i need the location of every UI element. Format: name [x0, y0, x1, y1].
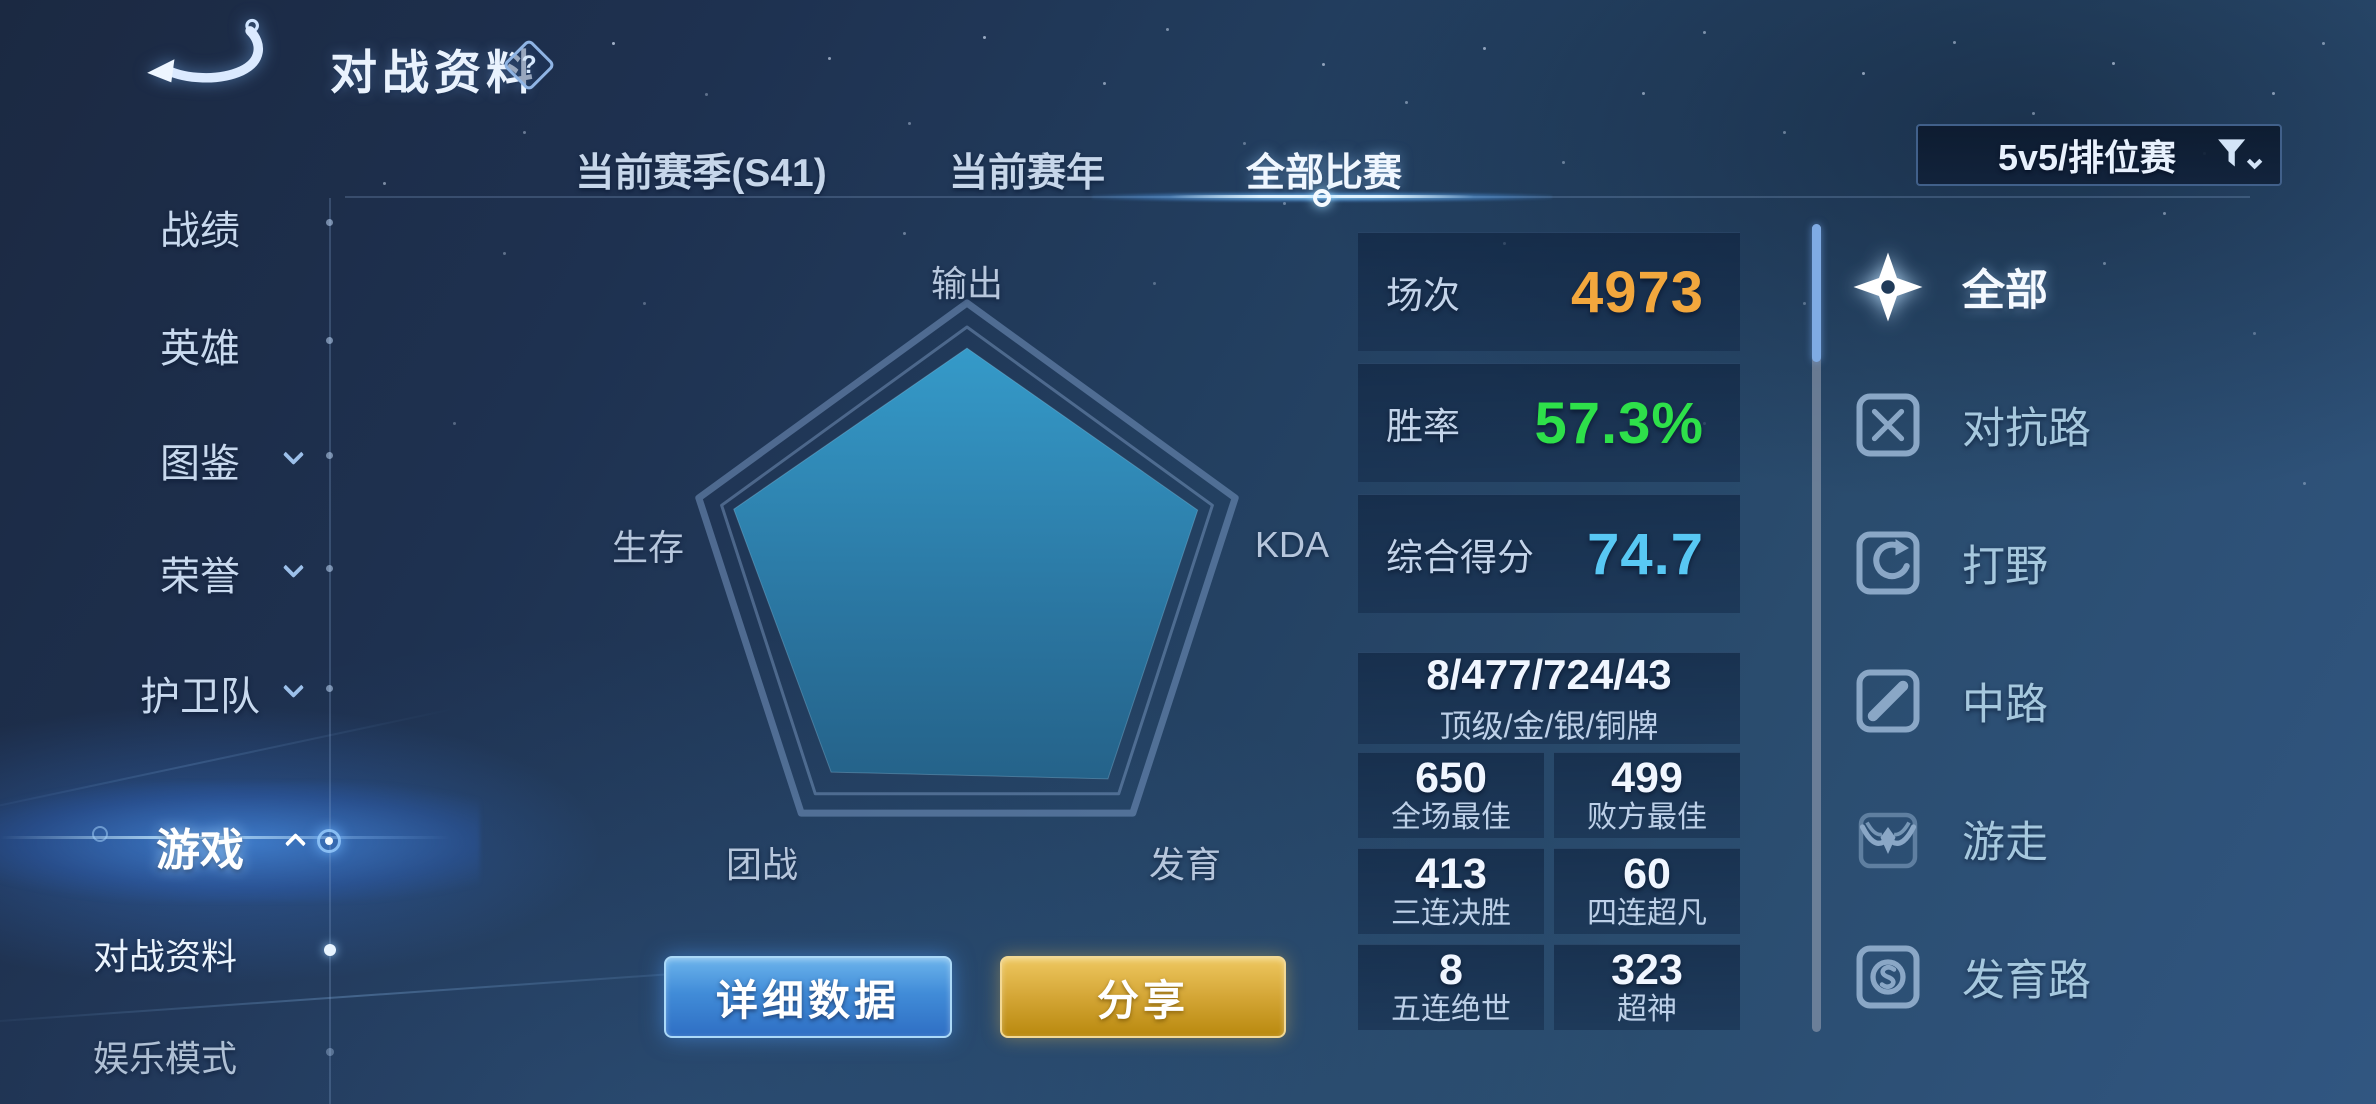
- stat-row-winrate: 胜率 57.3%: [1358, 363, 1740, 482]
- medal-summary-value: 8/477/724/43: [1426, 650, 1672, 698]
- tabs-divider: [345, 196, 2250, 198]
- stat-value-matches: 4973: [1570, 259, 1704, 325]
- clash-lane-icon: [1856, 393, 1920, 457]
- share-button[interactable]: 分享: [1000, 956, 1286, 1038]
- lane-item-all[interactable]: 全部: [1852, 235, 2372, 339]
- mid-lane-icon: [1856, 669, 1920, 733]
- jungle-icon: [1856, 531, 1920, 595]
- light-streak: [0, 707, 455, 823]
- roam-icon: [1858, 812, 1918, 869]
- medal-cell-triple-kill: 413 三连决胜: [1358, 848, 1544, 934]
- sidebar-subitem-casual-modes[interactable]: 娱乐模式: [92, 1038, 237, 1079]
- subnav-dot: [326, 1048, 334, 1056]
- radar-axis-survival: 生存: [611, 527, 685, 568]
- tab-all-matches[interactable]: 全部比赛: [1245, 152, 1403, 195]
- nav-marker-dot: [326, 337, 333, 344]
- lane-item-farm[interactable]: 发育路: [1852, 925, 2372, 1029]
- stat-row-matches: 场次 4973: [1358, 232, 1740, 351]
- medal-summary-label: 顶级/金/银/铜牌: [1439, 707, 1659, 744]
- radar-axis-teamfight: 团战: [725, 844, 799, 885]
- stat-value-winrate: 57.3%: [1534, 390, 1704, 456]
- lane-item-clash[interactable]: 对抗路: [1852, 373, 2372, 477]
- sidebar-item-honor[interactable]: 荣誉: [160, 555, 240, 599]
- lane-item-mid[interactable]: 中路: [1852, 649, 2372, 753]
- sidebar-item-guard-team[interactable]: 护卫队: [140, 675, 260, 719]
- tab-current-year[interactable]: 当前赛年: [948, 152, 1106, 195]
- lane-list-scrollbar-track: [1812, 224, 1821, 1032]
- medal-cell-quadra-kill: 60 四连超凡: [1554, 848, 1740, 934]
- mode-filter-value: 5v5/排位赛: [1997, 137, 2177, 178]
- radar-fill-area: [733, 347, 1199, 780]
- sidebar-subitem-battle-records[interactable]: 对战资料: [92, 936, 237, 977]
- help-glyph: ?: [521, 50, 537, 79]
- stat-label: 综合得分: [1386, 537, 1534, 578]
- funnel-filter-icon: [2218, 139, 2263, 170]
- radar-axis-farming: 发育: [1148, 844, 1222, 885]
- stat-value-score: 74.7: [1587, 521, 1704, 587]
- nav-marker-dot: [326, 565, 333, 572]
- stat-row-score: 综合得分 74.7: [1358, 494, 1740, 613]
- sidebar-item-heroes[interactable]: 英雄: [160, 327, 240, 371]
- lane-item-roam[interactable]: 游走: [1852, 787, 2372, 891]
- stat-label: 胜率: [1386, 406, 1460, 447]
- lane-item-jungle[interactable]: 打野: [1852, 511, 2372, 615]
- stat-label: 场次: [1386, 275, 1460, 316]
- active-nav-ring-dot: [317, 829, 341, 853]
- nav-marker-dot: [326, 219, 333, 226]
- lane-list-scrollbar-thumb[interactable]: [1812, 224, 1821, 362]
- medal-cell-losing-mvp: 499 败方最佳: [1554, 752, 1740, 838]
- nav-marker-dot: [326, 685, 333, 692]
- medal-summary: 8/477/724/43 顶级/金/银/铜牌: [1358, 650, 1740, 744]
- radar-outline-inner: [720, 325, 1214, 796]
- starfield-decoration: [0, 0, 3, 3]
- sidebar-item-records[interactable]: 战绩: [160, 209, 240, 253]
- all-star-icon: [1853, 252, 1923, 322]
- radar-axis-damage: 输出: [930, 263, 1004, 304]
- sidebar-item-game[interactable]: 游戏: [156, 826, 244, 875]
- back-arrow-icon: [147, 18, 263, 83]
- nav-marker-dot: [326, 452, 333, 459]
- detailed-data-button[interactable]: 详细数据: [664, 956, 952, 1038]
- radar-outline-outer: [695, 299, 1239, 817]
- back-button[interactable]: [132, 12, 282, 96]
- sidebar-item-gallery[interactable]: 图鉴: [160, 442, 240, 486]
- tab-current-season[interactable]: 当前赛季(S41): [575, 152, 827, 195]
- radar-axis-kda: KDA: [1254, 524, 1330, 565]
- mode-filter-dropdown[interactable]: 5v5/排位赛: [1916, 124, 2282, 186]
- active-subnav-dot: [324, 944, 336, 956]
- medal-cell-penta-kill: 8 五连绝世: [1358, 944, 1544, 1030]
- medal-cell-legendary: 323 超神: [1554, 944, 1740, 1030]
- farm-lane-icon: [1856, 945, 1920, 1009]
- medal-cell-mvp: 650 全场最佳: [1358, 752, 1544, 838]
- nav-divider-line: [329, 198, 331, 1104]
- page-title: 对战资料: [330, 46, 538, 99]
